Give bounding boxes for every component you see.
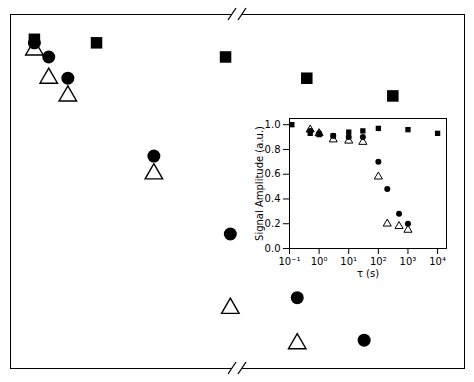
svg-text:10⁰: 10⁰ bbox=[311, 256, 328, 267]
svg-text:10¹: 10¹ bbox=[340, 256, 357, 267]
svg-text:0.6: 0.6 bbox=[265, 168, 281, 179]
svg-text:τ (s): τ (s) bbox=[357, 268, 379, 279]
svg-text:10⁴: 10⁴ bbox=[429, 256, 446, 267]
svg-text:10²: 10² bbox=[370, 256, 387, 267]
svg-text:1.0: 1.0 bbox=[265, 119, 281, 130]
svg-text:10⁻¹: 10⁻¹ bbox=[278, 256, 300, 267]
svg-text:0.8: 0.8 bbox=[265, 144, 281, 155]
svg-text:0.0: 0.0 bbox=[265, 243, 281, 254]
svg-text:10³: 10³ bbox=[400, 256, 417, 267]
svg-text:Signal Amplitude (a.u.): Signal Amplitude (a.u.) bbox=[254, 126, 265, 241]
svg-text:0.2: 0.2 bbox=[265, 218, 281, 229]
svg-text:0.4: 0.4 bbox=[265, 193, 281, 204]
